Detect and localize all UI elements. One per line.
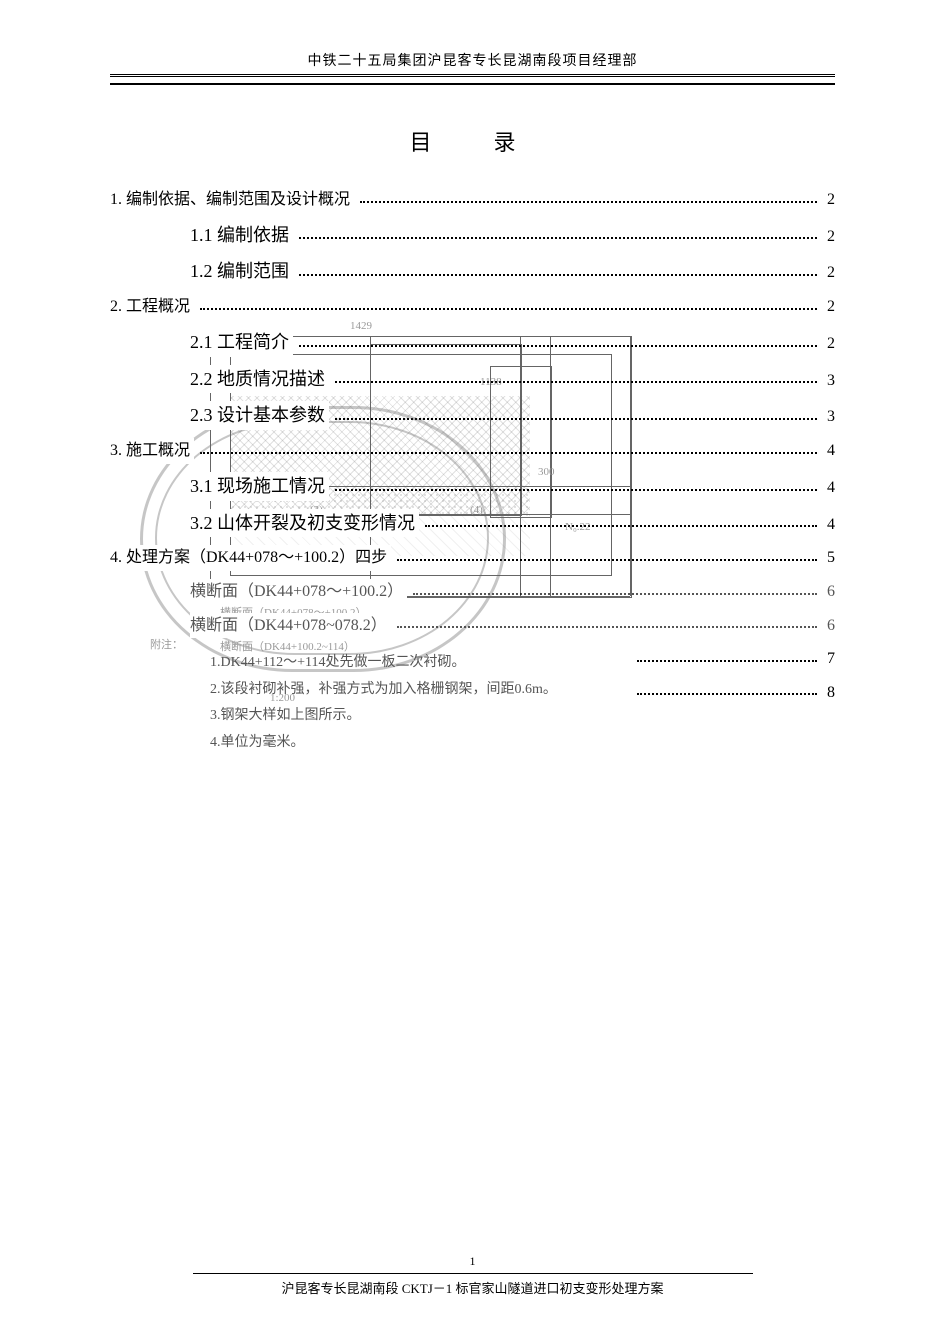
toc-page: 4 (823, 475, 835, 501)
toc-leader (425, 524, 817, 527)
toc-label: 1.1 编制依据 (190, 221, 293, 250)
toc-leader (335, 380, 817, 383)
toc-page: 8 (823, 680, 835, 706)
toc-label: 4. 处理方案（DK44+078～+100.2）四步 (110, 545, 391, 571)
header-rule (110, 83, 835, 85)
toc-label: 2.2 地质情况描述 (190, 365, 329, 394)
toc-row: 1.1 编制依据 2 (190, 221, 835, 250)
toc-page: 3 (823, 404, 835, 430)
toc-label: 3.2 山体开裂及初支变形情况 (190, 509, 419, 538)
toc-row: 1.2 编制范围 2 (190, 257, 835, 286)
drawing-notes: 1.DK44+112～+114处先做一板二次衬砌。 2.该段衬砌补强，补强方式为… (210, 650, 730, 756)
note-line: 2.该段衬砌补强，补强方式为加入格栅钢架，间距0.6m。 (210, 677, 730, 704)
toc-row: 2.3 设计基本参数 3 (190, 401, 835, 430)
toc-label: 3. 施工概况 (110, 438, 194, 464)
toc-label: 1. 编制依据、编制范围及设计概况 (110, 187, 354, 213)
toc-page: 4 (823, 438, 835, 464)
toc-row: 4. 处理方案（DK44+078～+100.2）四步 5 (110, 545, 835, 571)
toc-leader (200, 451, 817, 454)
toc-page: 6 (823, 579, 835, 605)
toc-label: 2. 工程概况 (110, 294, 194, 320)
toc-row: 1. 编制依据、编制范围及设计概况 2 (110, 187, 835, 213)
toc-leader (397, 558, 817, 561)
note-line: 3.钢架大样如上图所示。 (210, 703, 730, 730)
note-line: 4.单位为毫米。 (210, 730, 730, 757)
toc-page: 6 (823, 613, 835, 639)
toc-row: 3.1 现场施工情况 4 (190, 472, 835, 501)
toc-label: 横断面（DK44+078~078.2） (190, 613, 391, 639)
toc-page: 2 (823, 224, 835, 250)
toc-page: 2 (823, 294, 835, 320)
toc-page: 5 (823, 545, 835, 571)
toc-leader (299, 273, 817, 276)
footer-caption-suffix: 标官家山隧道进口初支变形处理方案 (452, 1281, 663, 1296)
footer-caption: 沪昆客专长昆湖南段 CKTJ－1 标官家山隧道进口初支变形处理方案 (0, 1278, 945, 1297)
note-line: 1.DK44+112～+114处先做一板二次衬砌。 (210, 650, 730, 677)
toc-leader (360, 200, 817, 203)
table-of-contents: 1. 编制依据、编制范围及设计概况 2 1.1 编制依据 2 1.2 编制范围 … (110, 187, 835, 705)
toc-label: 3.1 现场施工情况 (190, 472, 329, 501)
footer-caption-prefix: 沪昆客专长昆湖南段 CKTJ－ (281, 1281, 445, 1296)
header-org: 中铁二十五局集团沪昆客专长昆湖南段项目经理部 (110, 50, 835, 77)
toc-leader (413, 592, 817, 595)
toc-row: 横断面（DK44+078~078.2） 6 (190, 613, 835, 639)
toc-leader (200, 307, 817, 310)
toc-leader (335, 488, 817, 491)
toc-label: 2.3 设计基本参数 (190, 401, 329, 430)
toc-page: 7 (823, 646, 835, 672)
toc-label: 横断面（DK44+078～+100.2） (190, 579, 407, 605)
toc-title: 目 录 (110, 125, 835, 157)
toc-leader (299, 236, 817, 239)
page-number: 1 (0, 1254, 945, 1269)
toc-leader (335, 417, 817, 420)
document-page: 中铁二十五局集团沪昆客专长昆湖南段项目经理部 目 录 1. 编制依据、编制范围及… (0, 0, 945, 1337)
toc-page: 3 (823, 368, 835, 394)
toc-leader (299, 344, 817, 347)
toc-page: 2 (823, 260, 835, 286)
toc-page: 2 (823, 187, 835, 213)
toc-label: 2.1 工程简介 (190, 328, 293, 357)
toc-page: 4 (823, 512, 835, 538)
footer-rule (193, 1273, 753, 1274)
toc-page: 2 (823, 331, 835, 357)
toc-row: 横断面（DK44+078～+100.2） 6 (190, 579, 835, 605)
toc-row: 2.2 地质情况描述 3 (190, 365, 835, 394)
page-footer: 1 沪昆客专长昆湖南段 CKTJ－1 标官家山隧道进口初支变形处理方案 (0, 1254, 945, 1297)
toc-row: 3.2 山体开裂及初支变形情况 4 (190, 509, 835, 538)
toc-label: 1.2 编制范围 (190, 257, 293, 286)
toc-row: 3. 施工概况 4 (110, 438, 835, 464)
toc-row: 2. 工程概况 2 (110, 294, 835, 320)
toc-leader (397, 625, 817, 628)
toc-row: 2.1 工程简介 2 (190, 328, 835, 357)
